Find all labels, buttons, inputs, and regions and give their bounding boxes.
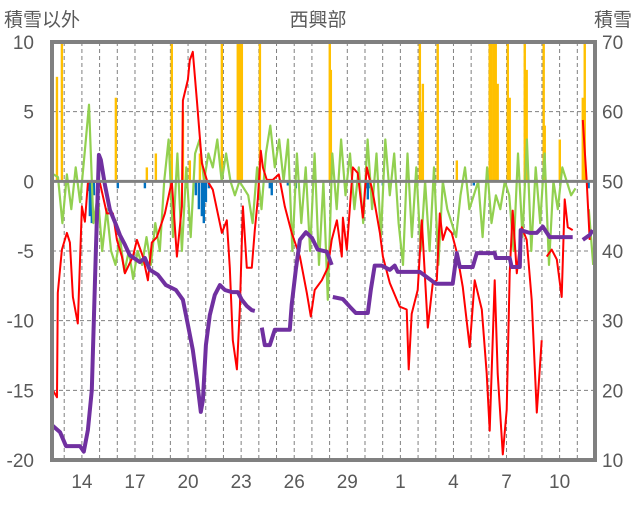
blue-bar [204,181,208,203]
chart-title: 西興部 [289,9,346,31]
yellow-bar [455,160,459,182]
yellow-bar [542,42,545,182]
x-tick-label: 17 [124,472,145,493]
blue-bar [143,181,147,189]
yellow-bar [55,76,59,182]
yellow-bar [154,153,158,182]
yellow-bar [240,42,244,182]
yellow-bar [525,69,528,182]
yellow-bar [188,160,192,182]
yellow-bar [506,42,509,182]
yellow-bar [114,97,118,182]
x-tick-label: 4 [448,472,459,493]
right-axis-title: 積雪 [594,9,632,31]
yellow-bar [494,42,497,182]
yellow-bar [236,42,239,182]
yellow-bar [220,42,224,182]
yellow-bar [418,42,422,182]
left-tick-label: -10 [7,312,34,333]
blue-bar [472,181,476,186]
yellow-bar [60,42,64,182]
left-tick-label: -15 [7,381,34,402]
right-tick-label: 70 [602,33,623,54]
yellow-bar [258,42,262,182]
left-tick-label: -20 [7,451,34,472]
lines [50,50,595,456]
yellow-bar [492,42,495,182]
yellow-bar [523,42,526,182]
right-tick-label: 60 [602,103,623,124]
x-tick-label: 26 [284,472,305,493]
blue-bar [200,181,204,217]
yellow-bar [583,42,586,182]
blue-bar [286,181,290,186]
blue-bar [116,181,120,189]
blue-bar [88,181,92,217]
left-tick-label: 0 [23,172,34,193]
yellow-bar [488,42,491,182]
blue-bar [197,181,201,210]
yellow-bar [581,97,584,182]
yellow-bar [198,153,202,182]
plot-frame [50,40,597,462]
yellow-bar [436,42,439,182]
x-tick-label: 10 [549,472,570,493]
yellow-bar [421,83,425,182]
yellow-bar [170,42,173,182]
yellow-bar [329,69,333,182]
left-axis-title: 積雪以外 [4,9,80,31]
right-tick-label: 20 [602,381,623,402]
x-tick-label: 20 [177,472,198,493]
blue-bar [194,181,198,196]
right-tick-label: 10 [602,451,623,472]
x-tick-label: 14 [71,472,93,493]
x-tick-label: 23 [231,472,252,493]
blue-bar [268,181,272,189]
left-tick-label: 5 [23,103,34,124]
yellow-bar [238,42,242,182]
blue-bar [92,181,96,196]
left-tick-label: 10 [13,33,34,54]
snow-depth-line [50,152,595,454]
blue-bar [270,181,273,196]
x-tick-label: 29 [337,472,358,493]
x-tick-label: 7 [501,472,512,493]
right-tick-label: 50 [602,172,623,193]
blue-bar [366,181,370,200]
x-tick-label: 1 [395,472,406,493]
yellow-bar [508,97,511,182]
right-tick-label: 40 [602,242,623,263]
yellow-bar [490,42,493,182]
yellow-bar [145,167,149,182]
yellow-bar [496,83,499,182]
right-tick-label: 30 [602,312,623,333]
yellow-bar [558,139,561,182]
left-tick-label: -5 [17,242,34,263]
blue-bar [587,181,590,189]
blue-bar [202,181,206,224]
